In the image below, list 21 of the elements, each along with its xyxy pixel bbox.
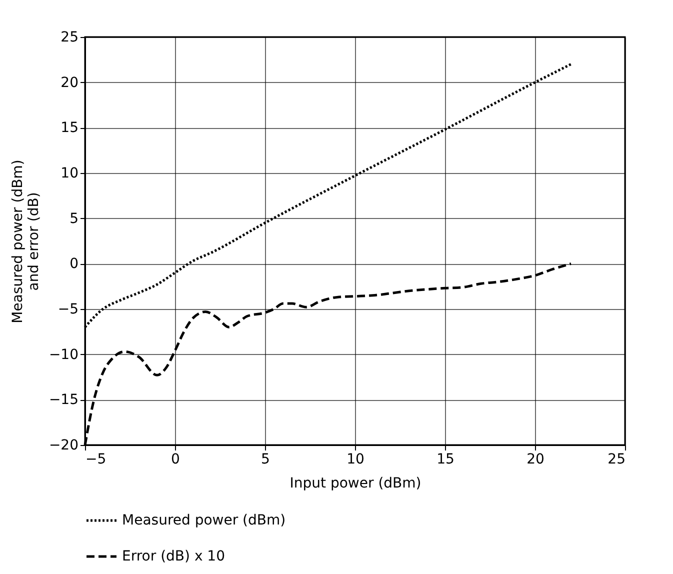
y-tick-label: 0 <box>70 256 78 272</box>
y-tick-label: −10 <box>48 346 78 363</box>
legend-label: Measured power (dBm) <box>122 512 286 528</box>
y-tick-label: 15 <box>60 120 78 136</box>
y-tick-label: −5 <box>58 302 78 318</box>
x-tick-label: 20 <box>526 452 544 468</box>
y-tick-label: −15 <box>48 392 78 408</box>
x-tick-label: 15 <box>436 452 454 468</box>
x-tick-label: 10 <box>346 452 364 468</box>
y-tick-label: −20 <box>48 438 78 454</box>
x-tick-label: 0 <box>171 452 180 468</box>
y-tick-label: 20 <box>60 74 78 91</box>
y-tick-label: 25 <box>60 30 78 46</box>
legend-label: Error (dB) x 10 <box>122 548 225 564</box>
y-tick-label: 10 <box>60 166 78 182</box>
y-tick-label: 5 <box>70 210 78 227</box>
x-tick-label: 5 <box>261 452 270 468</box>
y-axis-title: Measured power (dBm) and error (dB) <box>10 160 42 324</box>
x-tick-label: 25 <box>608 452 626 468</box>
x-axis-title: Input power (dBm) <box>290 476 422 492</box>
x-tick-label: −5 <box>86 452 106 468</box>
